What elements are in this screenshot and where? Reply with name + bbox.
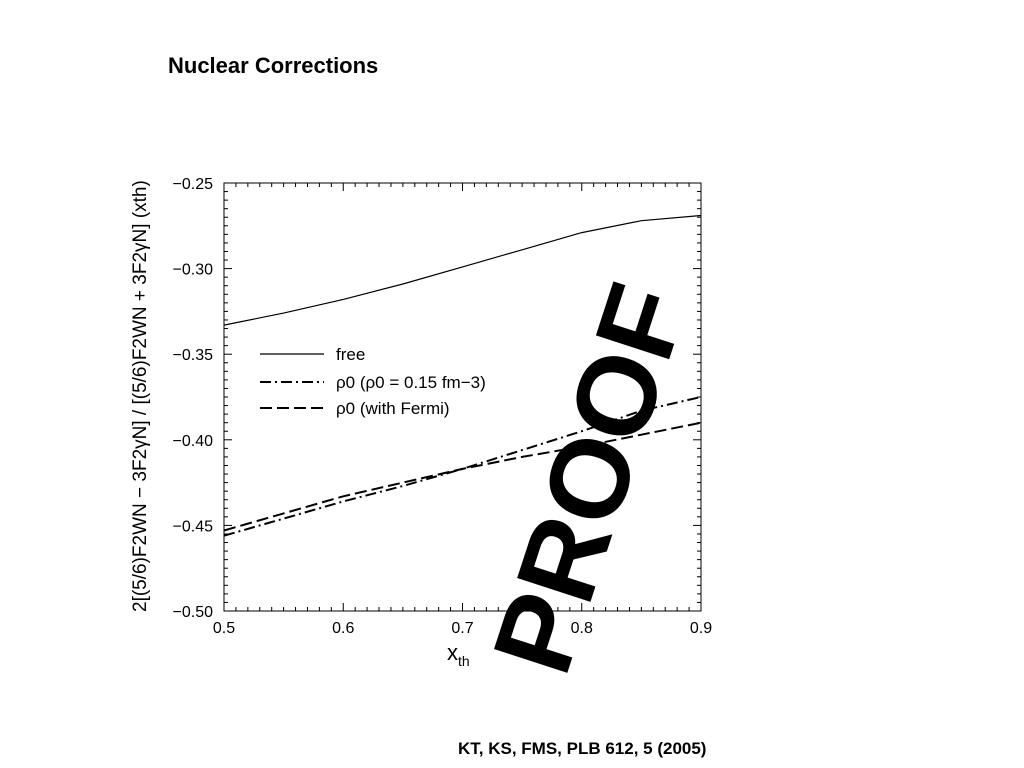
legend: free ρ0 (ρ0 = 0.15 fm−3) ρ0 (with Fermi) [260,345,486,418]
legend-entry-label: ρ0 (ρ0 = 0.15 fm−3) [336,373,486,392]
series-line-dashed [223,421,702,532]
citation: KT, KS, FMS, PLB 612, 5 (2005) [458,739,707,758]
series-line-solid [223,214,702,326]
legend-entry-label: ρ0 (with Fermi) [336,399,450,418]
x-tick-label: 0.9 [690,620,712,637]
y-tick-label: −0.25 [173,176,214,193]
y-tick-label: −0.30 [173,262,214,279]
series-lines [223,214,702,537]
x-tick-label: 0.7 [451,620,473,637]
y-axis-label: 2[(5/6)F2WN − 3F2γN] / [(5/6)F2WN + 3F2γ… [130,180,151,612]
axis-ticks [223,182,702,612]
x-axis-label: xth [447,640,470,669]
x-tick-label: 0.6 [332,620,354,637]
legend-entry-label: free [336,345,365,364]
y-tick-label: −0.40 [173,433,214,450]
tick-labels: 0.5 0.6 0.7 0.8 0.9 −0.50 −0.45 −0.40 −0.35 −0.30… [173,176,713,637]
y-tick-label: −0.35 [173,347,214,364]
y-tick-label: −0.45 [173,518,214,535]
y-tick-label: −0.50 [173,604,214,621]
x-tick-label: 0.5 [213,620,235,637]
x-tick-label: 0.8 [571,620,593,637]
slide-title: Nuclear Corrections [168,53,379,78]
